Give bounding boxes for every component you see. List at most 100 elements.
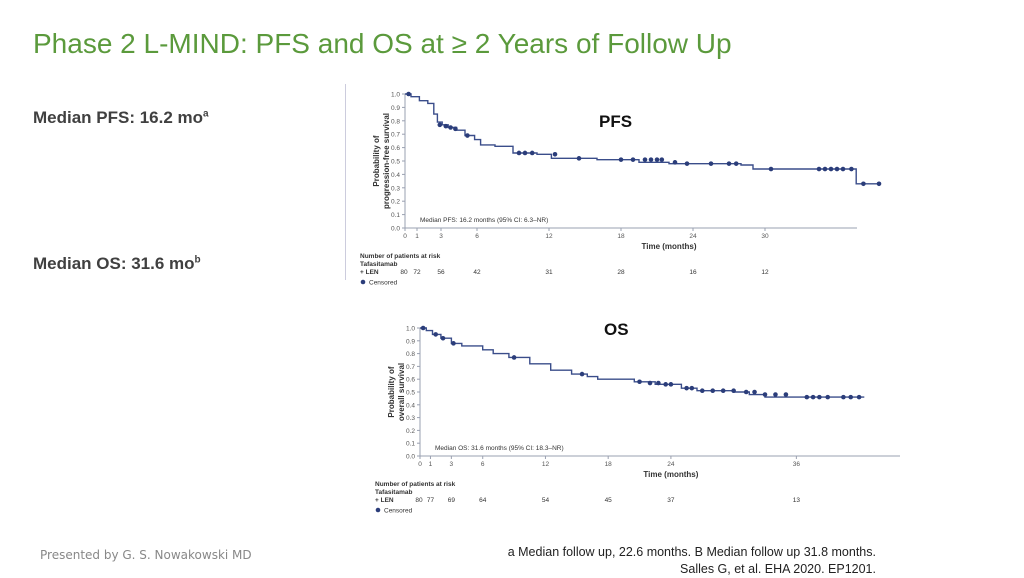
chart0-censor-marker	[552, 152, 558, 157]
chart1-censor-marker	[656, 380, 661, 386]
chart0-censor-marker	[642, 157, 648, 162]
chart1-risk-group-line1: Tafasitamab	[375, 489, 412, 496]
chart1-median-annotation: Median OS: 31.6 months (95% CI: 18.3–NR)	[435, 445, 564, 452]
chart0-risk-count: 12	[761, 269, 769, 276]
chart1-censor-marker	[663, 382, 668, 387]
chart0-censor-marker	[708, 161, 714, 166]
chart0-risk-title: Number of patients at risk	[360, 253, 441, 260]
chart1-y-tick-label: 0.0	[406, 454, 415, 461]
chart1-censor-marker	[668, 382, 674, 387]
chart1-x-tick-label: 18	[605, 461, 613, 468]
slide-title: Phase 2 L-MIND: PFS and OS at ≥ 2 Years …	[33, 28, 732, 59]
chart1-censor-marker	[810, 394, 816, 400]
pfs-chart-panel: 0.0 0.1 0.2 0.3 0.4 0.5 0.6 0.7 0.8 0.9 1.0 0 1 3 6 12 1…	[355, 84, 882, 287]
median-pfs-stat: Median PFS: 16.2 moa	[33, 108, 209, 128]
chart1-risk-count: 77	[427, 497, 435, 504]
chart0-y-tick-label: 0.3	[391, 185, 400, 192]
chart0-censor-marker	[630, 157, 636, 162]
chart1-risk-count: 80	[415, 497, 423, 504]
pfs-chart-title: PFS	[599, 112, 633, 131]
chart1-censor-marker	[825, 394, 831, 400]
chart1-x-tick-label: 6	[481, 461, 485, 468]
chart0-censor-marker	[861, 181, 866, 187]
chart0-risk-count: 31	[545, 269, 553, 276]
footnote: a Median follow up, 22.6 months. B Media…	[508, 544, 876, 578]
chart1-y-tick-label: 1.0	[406, 326, 415, 333]
chart1-censor-marker	[579, 371, 585, 377]
chart1-risk-count: 37	[667, 497, 675, 504]
chart1-censor-marker	[731, 388, 736, 394]
chart0-censor-marker	[659, 157, 665, 162]
chart0-censor-marker	[437, 122, 443, 128]
chart1-y-tick-label: 0.4	[406, 402, 415, 409]
chart0-censor-marker	[840, 166, 846, 172]
median-os-stat: Median OS: 31.6 mob	[33, 254, 201, 274]
chart1-censor-marker	[841, 394, 846, 400]
chart0-x-tick-label: 6	[475, 233, 479, 240]
chart1-censor-marker	[699, 388, 705, 394]
chart1-risk-group-line2: + LEN	[375, 497, 394, 504]
chart0-censor-marker	[516, 150, 522, 156]
chart0-censor-marker	[648, 157, 654, 162]
chart1-risk-count: 45	[605, 497, 613, 504]
chart0-censor-marker	[443, 123, 449, 129]
median-pfs-footnote-mark: a	[203, 108, 209, 120]
chart0-censor-marker	[828, 166, 834, 172]
chart0-y-tick-label: 0.7	[391, 132, 400, 139]
chart0-censor-marker	[726, 161, 732, 166]
chart1-risk-count: 54	[542, 497, 550, 504]
chart0-legend-censored-label: Censored	[369, 280, 398, 287]
chart0-censor-marker	[465, 133, 470, 138]
presenter-credit: Presented by G. S. Nowakowski MD	[40, 548, 252, 562]
chart1-censor-marker	[684, 385, 689, 391]
chart0-y-tick-label: 0.1	[391, 212, 400, 219]
chart1-y-tick-label: 0.7	[406, 364, 415, 371]
chart1-censor-marker	[848, 394, 854, 400]
chart0-risk-count: 16	[689, 269, 697, 276]
chart1-censor-marker	[440, 335, 446, 341]
chart1-legend-censored-marker	[375, 507, 381, 513]
chart1-risk-count: 69	[448, 497, 456, 504]
chart1-censor-marker	[743, 389, 749, 395]
median-pfs-label: Median PFS: 16.2 mo	[33, 108, 204, 127]
chart0-censor-marker	[849, 166, 854, 172]
chart0-risk-count: 42	[473, 269, 481, 276]
chart1-censor-marker	[856, 394, 862, 400]
chart1-risk-count: 13	[793, 497, 801, 504]
chart0-x-tick-label: 18	[617, 233, 625, 240]
chart1-km-curve	[420, 327, 865, 398]
chart0-y-tick-label: 0.2	[391, 199, 400, 206]
footnote-line-1: a Median follow up, 22.6 months. B Media…	[507, 545, 876, 559]
chart1-censor-marker	[647, 380, 653, 386]
chart1-x-tick-label: 36	[793, 461, 801, 468]
chart0-censor-marker	[733, 161, 739, 166]
median-os-label: Median OS: 31.6 mo	[33, 254, 195, 273]
chart0-censor-marker	[816, 166, 822, 172]
chart1-y-axis-label: overall survival	[397, 363, 406, 421]
median-os-footnote-mark: b	[194, 254, 201, 266]
chart1-censor-marker	[689, 385, 695, 391]
chart1-y-tick-label: 0.5	[406, 390, 415, 397]
chart1-y-tick-label: 0.6	[406, 377, 415, 384]
chart0-median-annotation: Median PFS: 16.2 months (95% CI: 6.3–NR)	[420, 217, 548, 224]
chart0-x-tick-label: 30	[761, 233, 769, 240]
chart1-censor-marker	[762, 392, 768, 397]
chart0-x-axis-label: Time (months)	[642, 242, 697, 251]
chart0-y-tick-label: 1.0	[391, 92, 400, 99]
os-chart-svg: 0.00.10.20.30.40.50.60.70.80.91.00 1 3 6 12 1…	[375, 326, 900, 515]
chart0-risk-group-line1: Tafasitamab	[360, 261, 397, 268]
chart0-risk-count: 56	[437, 269, 445, 276]
chart0-y-tick-label: 0.5	[391, 159, 400, 166]
chart0-y-axis-label: progression-free survival	[382, 113, 391, 209]
chart1-x-tick-label: 0	[418, 461, 422, 468]
chart0-censor-marker	[522, 150, 528, 156]
chart0-censor-marker	[768, 166, 774, 172]
chart1-censor-marker	[783, 392, 789, 397]
chart1-y-tick-label: 0.3	[406, 415, 415, 422]
chart0-censor-marker	[654, 157, 660, 162]
chart1-censor-marker	[817, 394, 822, 400]
pfs-chart-svg: 0.0 0.1 0.2 0.3 0.4 0.5 0.6 0.7 0.8 0.9 1.0 0 1 3 6 12 1…	[360, 92, 882, 287]
chart0-y-axis-label: Probability of	[372, 135, 381, 186]
chart1-censor-marker	[710, 388, 716, 394]
chart0-y-tick-label: 0.0	[391, 226, 400, 233]
